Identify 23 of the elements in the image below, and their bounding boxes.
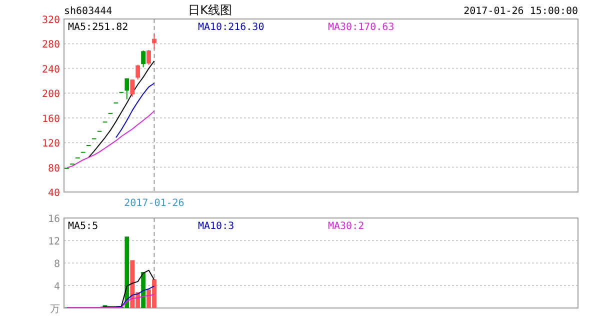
y-tick-label: 200 [42, 89, 60, 100]
y-tick-label: 16 [48, 214, 60, 225]
text: MA10:3 [198, 221, 234, 232]
text: MA30:2 [328, 221, 364, 232]
text: MA5:5 [68, 221, 98, 232]
chart-subtitle: sh603444 [64, 6, 112, 17]
text: MA30:170.63 [328, 22, 394, 33]
y-tick-label: 8 [54, 259, 60, 270]
y-tick-label: 280 [42, 40, 60, 51]
y-tick-label: 4 [54, 282, 60, 292]
y-tick-label: 12 [48, 236, 60, 248]
y-tick-label: 40 [48, 188, 60, 199]
text: MA5:251.82 [68, 22, 128, 33]
y-tick-label: 万 [50, 304, 60, 315]
y-tick-label: 120 [42, 138, 60, 150]
y-tick-label: 240 [42, 64, 60, 76]
text: MA10:216.30 [198, 22, 264, 33]
text: 2017-01-26 15:00:00 [464, 6, 578, 17]
text: 日K线图 [188, 3, 232, 17]
x-tick-label: 2017-01-26 [124, 198, 184, 209]
y-tick-label: 320 [42, 15, 60, 26]
y-tick-label: 160 [42, 114, 60, 125]
y-tick-label: 80 [48, 163, 60, 174]
